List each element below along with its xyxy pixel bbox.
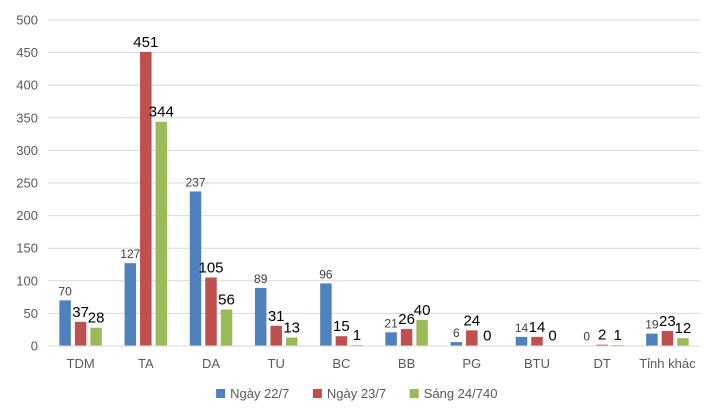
- data-label-ngay-22-7-tu: 89: [254, 272, 268, 286]
- data-label-sang-24-740-tinh-khac: 12: [675, 320, 692, 337]
- data-label-ngay-23-7-dt: 2: [598, 327, 606, 344]
- bar-ngay-22-7-da: [189, 191, 202, 346]
- x-tick-label: TDM: [67, 356, 95, 371]
- data-label-ngay-23-7-tdm: 37: [72, 304, 89, 321]
- data-label-ngay-23-7-bc: 15: [333, 318, 350, 335]
- data-label-ngay-22-7-bc: 96: [319, 267, 333, 281]
- bar-sang-24-740-da: [220, 309, 233, 346]
- data-label-ngay-23-7-tinh-khac: 23: [659, 313, 676, 330]
- x-tick-label: Tỉnh khác: [639, 356, 696, 371]
- y-tick-label: 100: [16, 273, 38, 288]
- x-axis-ticks: TDM TA DA TU BC BB PG BTU DT Tỉnh khác: [67, 356, 697, 371]
- data-label-sang-24-740-pg: 0: [483, 328, 491, 345]
- bar-sang-24-740-tdm: [90, 327, 102, 346]
- bar-ngay-22-7-pg: [450, 342, 463, 346]
- data-label-ngay-22-7-btu: 14: [515, 321, 529, 335]
- x-tick-label: TA: [138, 356, 154, 371]
- legend-label-sang-24-740: Sáng 24/740: [424, 386, 498, 401]
- x-tick-label: DT: [594, 356, 611, 371]
- data-label-ngay-22-7-bb: 21: [384, 316, 398, 330]
- bar-ngay-23-7-bb: [400, 329, 413, 346]
- data-label-ngay-22-7-dt: 0: [583, 330, 590, 344]
- y-tick-label: 500: [16, 13, 38, 28]
- bar-ngay-22-7-bb: [385, 332, 397, 346]
- data-label-ngay-23-7-tu: 31: [268, 308, 285, 325]
- legend-swatch-ngay-22-7: [216, 389, 226, 398]
- data-label-ngay-23-7-da: 105: [198, 260, 223, 277]
- y-tick-label: 400: [16, 78, 38, 93]
- y-tick-label: 300: [16, 143, 38, 158]
- bar-ngay-22-7-tdm: [59, 300, 71, 346]
- y-axis-ticks: 0 50 100 150 200 250 300 350 400 450 500: [16, 13, 38, 354]
- data-label-ngay-23-7-bb: 26: [398, 311, 415, 328]
- data-label-ngay-22-7-ta: 127: [120, 247, 140, 261]
- x-tick-label: DA: [202, 356, 220, 371]
- y-tick-label: 450: [16, 45, 38, 60]
- data-label-sang-24-740-tu: 13: [283, 320, 300, 337]
- data-label-ngay-23-7-ta: 451: [133, 34, 158, 51]
- y-tick-label: 150: [16, 241, 38, 256]
- x-tick-label: BTU: [524, 356, 550, 371]
- bar-ngay-22-7-tinh-khac: [646, 333, 658, 346]
- data-label-ngay-23-7-btu: 14: [529, 319, 546, 336]
- bar-ngay-22-7-ta: [124, 263, 137, 346]
- bar-ngay-23-7-dt: [596, 344, 608, 346]
- data-label-sang-24-740-btu: 0: [548, 328, 556, 345]
- data-label-ngay-22-7-pg: 6: [453, 326, 460, 340]
- bar-ngay-23-7-tinh-khac: [661, 331, 674, 346]
- bar-ngay-23-7-pg: [466, 330, 478, 346]
- data-label-ngay-23-7-pg: 24: [463, 312, 480, 329]
- data-label-sang-24-740-da: 56: [218, 291, 235, 308]
- bar-ngay-23-7-bc: [335, 336, 348, 346]
- data-label-sang-24-740-tdm: 28: [88, 310, 105, 327]
- data-label-ngay-22-7-tdm: 70: [58, 284, 72, 298]
- y-tick-label: 250: [16, 176, 38, 191]
- bar-ngay-22-7-btu: [515, 336, 528, 346]
- bars: [59, 51, 689, 346]
- data-label-sang-24-740-dt: 1: [614, 327, 622, 344]
- data-label-ngay-22-7-da: 237: [185, 175, 205, 189]
- bar-ngay-23-7-da: [205, 277, 217, 346]
- y-tick-label: 350: [16, 110, 38, 125]
- legend-label-ngay-22-7: Ngày 22/7: [230, 386, 289, 401]
- legend: Ngày 22/7 Ngày 23/7 Sáng 24/740: [216, 386, 497, 401]
- y-tick-label: 50: [24, 306, 38, 321]
- bar-sang-24-740-tinh-khac: [677, 338, 689, 346]
- legend-swatch-ngay-23-7: [312, 389, 322, 398]
- data-label-sang-24-740-ta: 344: [149, 104, 174, 121]
- data-label-sang-24-740-bc: 1: [353, 327, 361, 344]
- bar-ngay-23-7-btu: [531, 336, 543, 346]
- x-tick-label: BC: [332, 356, 350, 371]
- bar-sang-24-740-bb: [416, 319, 428, 346]
- x-tick-label: PG: [462, 356, 481, 371]
- bar-ngay-23-7-tdm: [74, 321, 87, 346]
- bar-ngay-23-7-tu: [270, 325, 282, 346]
- bar-ngay-22-7-bc: [320, 283, 332, 346]
- data-label-sang-24-740-bb: 40: [414, 302, 431, 319]
- data-label-ngay-22-7-tinh-khac: 19: [645, 318, 659, 332]
- bar-ngay-23-7-ta: [140, 51, 152, 346]
- bar-sang-24-740-tu: [285, 337, 298, 346]
- legend-swatch-sang-24-740: [409, 389, 419, 398]
- x-tick-label: BB: [398, 356, 415, 371]
- bar-ngay-22-7-tu: [254, 287, 267, 346]
- x-tick-label: TU: [268, 356, 285, 371]
- legend-label-ngay-23-7: Ngày 23/7: [327, 386, 386, 401]
- y-tick-label: 0: [31, 339, 38, 354]
- y-tick-label: 200: [16, 208, 38, 223]
- bar-sang-24-740-ta: [155, 121, 168, 346]
